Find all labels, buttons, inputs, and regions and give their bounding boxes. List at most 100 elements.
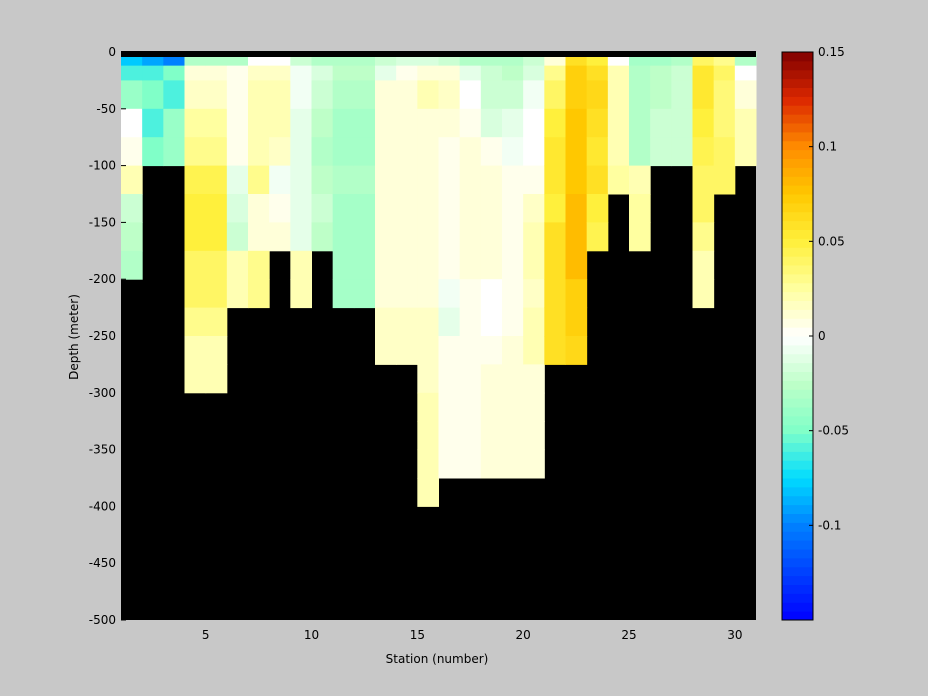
heatmap-cell (480, 336, 503, 365)
heatmap-cell (523, 421, 545, 451)
heatmap-cell (205, 336, 228, 365)
heatmap-cell (692, 250, 715, 280)
colorbar-segment (782, 69, 813, 80)
colorbar-segment (782, 362, 813, 372)
heatmap-cell (438, 80, 461, 110)
colorbar-tick-label: 0.15 (818, 45, 845, 59)
top-edge (121, 51, 756, 57)
heatmap-cell (396, 250, 418, 280)
heatmap-cell (332, 194, 355, 223)
heatmap-cell (290, 108, 312, 138)
heatmap-cell (396, 279, 418, 309)
heatmap-cell (565, 222, 588, 252)
heatmap-cell (226, 108, 249, 138)
heatmap-cell (332, 250, 355, 280)
heatmap-cell (396, 222, 418, 252)
heatmap-cell (459, 165, 482, 195)
colorbar-ticks: 0.15 0.1 0.05 0 -0.05 -0.1 (809, 45, 849, 532)
heatmap-cell (692, 222, 715, 252)
heatmap-cell (438, 392, 461, 422)
heatmap-cell (438, 279, 461, 309)
heatmap-cell (121, 222, 143, 252)
heatmap-cell (353, 279, 376, 309)
heatmap-cell (459, 364, 482, 394)
heatmap-cell (544, 65, 566, 81)
colorbar-tick-label: 0.05 (818, 234, 845, 248)
heatmap-cell (290, 194, 312, 223)
colorbar-segment (782, 593, 813, 603)
heatmap-cell (629, 108, 651, 138)
heatmap-cell (121, 194, 143, 223)
heatmap-cell (248, 222, 270, 252)
heatmap-cell (650, 108, 672, 138)
heatmap-cell (629, 222, 651, 252)
heatmap-cell (417, 65, 439, 81)
colorbar-segment (782, 584, 813, 594)
colorbar-segment (782, 424, 813, 435)
heatmap-cell (523, 392, 545, 422)
heatmap-cell (502, 449, 524, 479)
colorbar-segment (782, 566, 813, 577)
y-tick-label: 0 (108, 45, 116, 59)
heatmap-cell (396, 65, 418, 81)
colorbar-segment (782, 318, 813, 328)
heatmap-cell (396, 137, 418, 167)
heatmap-cell (480, 279, 503, 309)
heatmap-cell (417, 222, 439, 252)
colorbar-segment (782, 407, 813, 417)
heatmap-cell (565, 80, 588, 110)
colorbar-segment (782, 575, 813, 585)
heatmap-cell (544, 137, 566, 167)
colorbar-segment (782, 185, 813, 195)
heatmap-cell (565, 108, 588, 138)
heatmap-cell (607, 108, 630, 138)
heatmap-cell (438, 137, 461, 167)
heatmap-cell (163, 80, 185, 110)
heatmap-cell (671, 108, 693, 138)
heatmap-cell (502, 137, 524, 167)
heatmap-cell (353, 194, 376, 223)
colorbar-segment (782, 522, 813, 532)
heatmap-cell (184, 80, 207, 110)
heatmap-cell (205, 108, 228, 138)
heatmap-cell (438, 108, 461, 138)
colorbar-segment (782, 504, 813, 514)
x-tick-label: 30 (727, 628, 742, 642)
heatmap-cell (417, 165, 439, 195)
colorbar-segment (782, 549, 813, 559)
heatmap-cell (269, 165, 291, 195)
colorbar-segment (782, 557, 813, 568)
heatmap-cell (650, 65, 672, 81)
heatmap-cell (692, 279, 715, 309)
heatmap-cell (311, 137, 334, 167)
heatmap-cell (565, 194, 588, 223)
colorbar-segment (782, 602, 813, 612)
colorbar-segment (782, 78, 813, 88)
heatmap-cell (269, 194, 291, 223)
heatmap-cell (417, 364, 439, 394)
heatmap-cell (734, 137, 757, 167)
colorbar-segment (782, 149, 813, 159)
heatmap-cell (396, 165, 418, 195)
heatmap-cell (332, 65, 355, 81)
heatmap-cell (269, 137, 291, 167)
heatmap-cell (205, 250, 228, 280)
heatmap-cell (459, 65, 482, 81)
heatmap-cell (375, 336, 397, 365)
x-tick-label: 10 (304, 628, 319, 642)
heatmap-cell (121, 165, 143, 195)
colorbar-segment (782, 442, 813, 452)
heatmap-cell (438, 222, 461, 252)
heatmap-cell (480, 108, 503, 138)
heatmap-cell (311, 65, 334, 81)
heatmap-cell (480, 449, 503, 479)
colorbar-segment (782, 87, 813, 97)
colorbar-segment (782, 611, 813, 621)
heatmap-cell (248, 65, 270, 81)
heatmap-cell (480, 421, 503, 451)
heatmap-cell (438, 364, 461, 394)
colorbar-segment (782, 60, 813, 71)
heatmap-cell (142, 137, 164, 167)
heatmap-cell (459, 194, 482, 223)
heatmap-cell (184, 165, 207, 195)
